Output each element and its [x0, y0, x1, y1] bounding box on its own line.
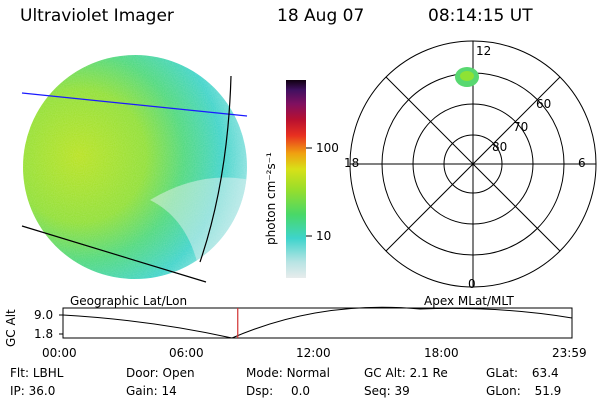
instrument-title: Ultraviolet Imager: [20, 6, 174, 26]
colorbar-unit: photon cm⁻²s⁻¹: [264, 152, 278, 245]
lat-label-80: 80: [492, 140, 508, 154]
gain-value: 14: [161, 384, 177, 398]
door-value: Open: [162, 366, 195, 380]
altitude-ytick-max: 9.0: [34, 308, 54, 322]
earth-image: [21, 55, 248, 283]
mode-field: Mode: Normal: [246, 366, 330, 380]
dsp-value: 0.0: [290, 384, 311, 398]
door-field: Door: Open: [126, 366, 195, 380]
mlt-label-18: 18: [344, 156, 360, 170]
dsp-field: Dsp: 0.0: [246, 384, 311, 398]
mlt-label-12: 12: [476, 44, 492, 58]
seq-value: 39: [394, 384, 410, 398]
altitude-ylabel: GC Alt: [4, 309, 18, 347]
glon-field: GLon: 51.9: [486, 384, 562, 398]
left-panel-label: Geographic Lat/Lon: [70, 294, 188, 308]
lat-label-70: 70: [513, 120, 529, 134]
lat-label-60: 60: [536, 97, 552, 111]
gcalt-field: GC Alt: 2.1 Re: [364, 366, 448, 380]
flt-value: LBHL: [32, 366, 64, 380]
xtick-1800: 18:00: [424, 346, 459, 360]
glon-value: 51.9: [534, 384, 562, 398]
glat-value: 63.4: [531, 366, 559, 380]
flt-field: Flt: LBHL: [10, 366, 64, 380]
gcalt-value: 2.1 Re: [409, 366, 448, 380]
mode-value: Normal: [286, 366, 330, 380]
terminator-line: [199, 75, 232, 263]
ip-value: 36.0: [28, 384, 56, 398]
xtick-0000: 00:00: [42, 346, 77, 360]
altitude-plot: [59, 306, 573, 339]
glat-field: GLat: 63.4: [486, 366, 559, 380]
auroral-patch-core: [460, 71, 474, 81]
seq-field: Seq: 39: [364, 384, 410, 398]
colorbar-label-100: 100: [316, 141, 339, 155]
altitude-ytick-min: 1.8: [34, 327, 54, 341]
latitude-line: [21, 92, 248, 117]
xtick-0600: 06:00: [169, 346, 204, 360]
time-label: 08:14:15 UT: [428, 6, 533, 26]
colorbar-label-10: 10: [316, 229, 332, 243]
date-label: 18 Aug 07: [277, 6, 365, 26]
horizon-line: [21, 225, 207, 283]
mlt-label-0: 0: [468, 277, 476, 291]
mlt-label-6: 6: [578, 156, 586, 170]
right-panel-label: Apex MLat/MLT: [424, 294, 514, 308]
ip-field: IP: 36.0: [10, 384, 56, 398]
color-bar: [286, 80, 306, 278]
xtick-2359: 23:59: [552, 346, 587, 360]
gain-field: Gain: 14: [126, 384, 177, 398]
xtick-1200: 12:00: [296, 346, 331, 360]
